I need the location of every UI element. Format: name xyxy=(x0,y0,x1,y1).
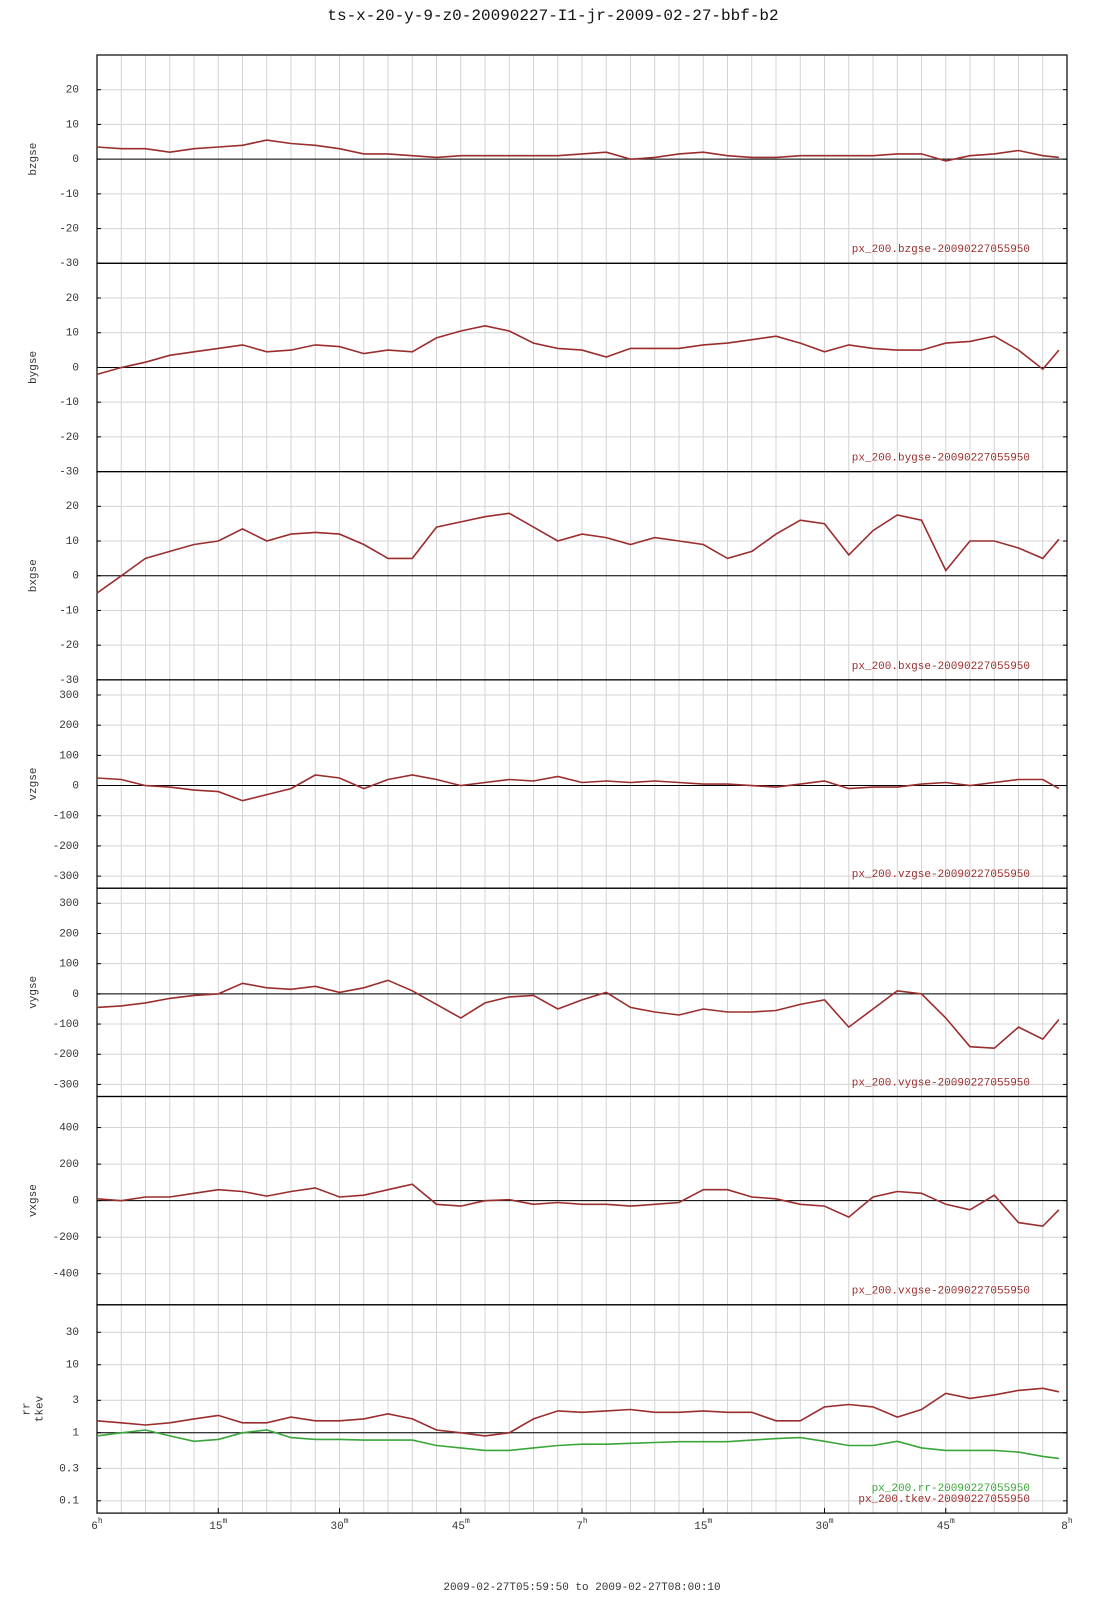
x-tick-label: 8h xyxy=(1061,1517,1073,1533)
legend-label: px_200.vzgse-20090227055950 xyxy=(852,869,1030,881)
x-tick-label: 45m xyxy=(937,1517,955,1533)
y-tick-label: 10 xyxy=(66,119,79,131)
y-tick-label: -10 xyxy=(59,189,79,201)
series-line xyxy=(96,324,1060,376)
y-tick-label: 10 xyxy=(66,328,79,340)
y-tick-label: -200 xyxy=(53,841,79,853)
series-line xyxy=(96,979,1060,1050)
y-tick-label: -10 xyxy=(59,605,79,617)
y-axis-label: vxgse xyxy=(28,1184,40,1217)
y-axis-label: bxgse xyxy=(28,559,40,592)
y-axis-label: vygse xyxy=(28,976,40,1009)
y-tick-label: -30 xyxy=(59,258,79,270)
y-tick-label: 200 xyxy=(59,720,79,732)
y-tick-label: 400 xyxy=(59,1122,79,1134)
y-tick-label: 100 xyxy=(59,959,79,971)
y-tick-label: 200 xyxy=(59,1159,79,1171)
y-tick-label: 20 xyxy=(66,501,79,513)
x-tick-value: 30 xyxy=(330,1521,343,1533)
panel-frame xyxy=(96,1304,1068,1514)
x-tick-label: 6h xyxy=(91,1517,103,1533)
y-tick-label: 0 xyxy=(72,780,79,792)
y-axis-label: tkev xyxy=(34,1395,46,1422)
x-tick-value: 7 xyxy=(576,1521,583,1533)
y-tick-label: -400 xyxy=(53,1269,79,1281)
y-tick-label: 0 xyxy=(72,571,79,583)
x-tick-value: 45 xyxy=(937,1521,950,1533)
y-tick-label: 0 xyxy=(72,989,79,1001)
series-line xyxy=(96,512,1060,594)
y-tick-label: 10 xyxy=(66,536,79,548)
x-tick-value: 6 xyxy=(91,1521,98,1533)
series-line xyxy=(96,1429,1059,1460)
y-tick-label: 10 xyxy=(66,1360,79,1372)
legend-label: px_200.bygse-20090227055950 xyxy=(852,453,1030,465)
x-tick-label: 30m xyxy=(330,1517,348,1533)
x-tick-label: 45m xyxy=(452,1517,470,1533)
x-tick-unit: h xyxy=(583,1517,588,1526)
y-tick-label: 0 xyxy=(72,154,79,166)
y-axis-label: bzgse xyxy=(28,143,40,176)
legend-label: px_200.vygse-20090227055950 xyxy=(852,1077,1030,1089)
y-tick-label: -200 xyxy=(53,1232,79,1244)
x-tick-unit: m xyxy=(950,1517,955,1526)
y-tick-label: -100 xyxy=(53,1019,79,1031)
x-tick-unit: m xyxy=(222,1517,227,1526)
y-tick-label: 1 xyxy=(72,1428,79,1440)
series-line xyxy=(96,1183,1060,1228)
y-tick-label: 0 xyxy=(72,1196,79,1208)
y-tick-label: 0 xyxy=(72,362,79,374)
y-tick-label: 200 xyxy=(59,928,79,940)
x-tick-unit: m xyxy=(344,1517,349,1526)
y-tick-label: -20 xyxy=(59,432,79,444)
x-tick-unit: m xyxy=(465,1517,470,1526)
y-tick-label: 0.3 xyxy=(59,1463,79,1475)
y-tick-label: 3 xyxy=(72,1395,79,1407)
y-axis-label: vzgse xyxy=(28,768,40,801)
x-tick-value: 15 xyxy=(694,1521,707,1533)
x-axis-label: 2009-02-27T05:59:50 to 2009-02-27T08:00:… xyxy=(443,1582,720,1594)
y-tick-label: 20 xyxy=(66,85,79,97)
legend-label: px_200.vxgse-20090227055950 xyxy=(852,1286,1030,1298)
x-tick-label: 30m xyxy=(815,1517,833,1533)
x-tick-unit: h xyxy=(1068,1517,1073,1526)
y-tick-label: -100 xyxy=(53,811,79,823)
y-tick-label: -20 xyxy=(59,223,79,235)
legend-label: px_200.bxgse-20090227055950 xyxy=(852,661,1030,673)
x-tick-label: 15m xyxy=(209,1517,227,1533)
x-tick-value: 15 xyxy=(209,1521,222,1533)
chart-title: ts-x-20-y-9-z0-20090227-I1-jr-2009-02-27… xyxy=(327,7,778,25)
y-tick-label: -300 xyxy=(53,1079,79,1091)
y-axis-label: rr xyxy=(21,1402,33,1415)
y-tick-label: 0.1 xyxy=(59,1496,79,1508)
y-tick-label: 300 xyxy=(59,898,79,910)
x-tick-value: 30 xyxy=(815,1521,828,1533)
y-tick-label: 20 xyxy=(66,293,79,305)
y-tick-label: -30 xyxy=(59,675,79,687)
x-tick-value: 8 xyxy=(1061,1521,1068,1533)
y-axis-label: bygse xyxy=(28,351,40,384)
series-line xyxy=(96,1387,1060,1437)
y-tick-label: 30 xyxy=(66,1327,79,1339)
legend-label: px_200.tkev-20090227055950 xyxy=(858,1494,1030,1506)
y-tick-label: -10 xyxy=(59,397,79,409)
y-tick-label: -300 xyxy=(53,871,79,883)
series-line xyxy=(96,139,1059,162)
x-tick-value: 45 xyxy=(452,1521,465,1533)
x-tick-label: 7h xyxy=(576,1517,588,1533)
y-tick-label: -200 xyxy=(53,1049,79,1061)
legend-label: px_200.bzgse-20090227055950 xyxy=(852,244,1030,256)
x-tick-unit: m xyxy=(707,1517,712,1526)
legend-label: px_200.rr-20090227055950 xyxy=(872,1483,1030,1495)
y-tick-label: 300 xyxy=(59,690,79,702)
y-tick-label: -30 xyxy=(59,467,79,479)
y-tick-label: -20 xyxy=(59,640,79,652)
series-line xyxy=(96,774,1060,802)
x-tick-unit: m xyxy=(829,1517,834,1526)
x-tick-label: 15m xyxy=(694,1517,712,1533)
x-tick-unit: h xyxy=(98,1517,103,1526)
y-tick-label: 100 xyxy=(59,750,79,762)
